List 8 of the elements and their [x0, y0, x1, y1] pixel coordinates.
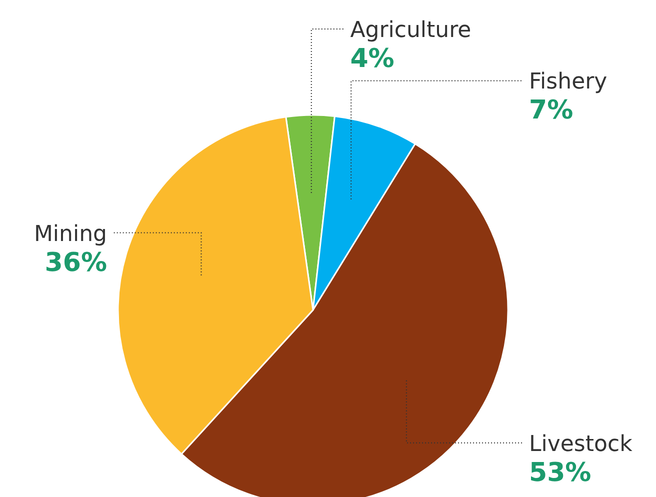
data-label: 4% — [350, 44, 394, 74]
slice-label: Mining — [34, 222, 107, 247]
slice-label: Agriculture — [350, 18, 472, 44]
slice-label: Livestock — [529, 432, 633, 457]
data-label: 53% — [529, 458, 592, 488]
data-label: 36% — [44, 248, 107, 278]
data-label: 7% — [529, 96, 574, 126]
slice-label: Fishery — [529, 70, 608, 95]
